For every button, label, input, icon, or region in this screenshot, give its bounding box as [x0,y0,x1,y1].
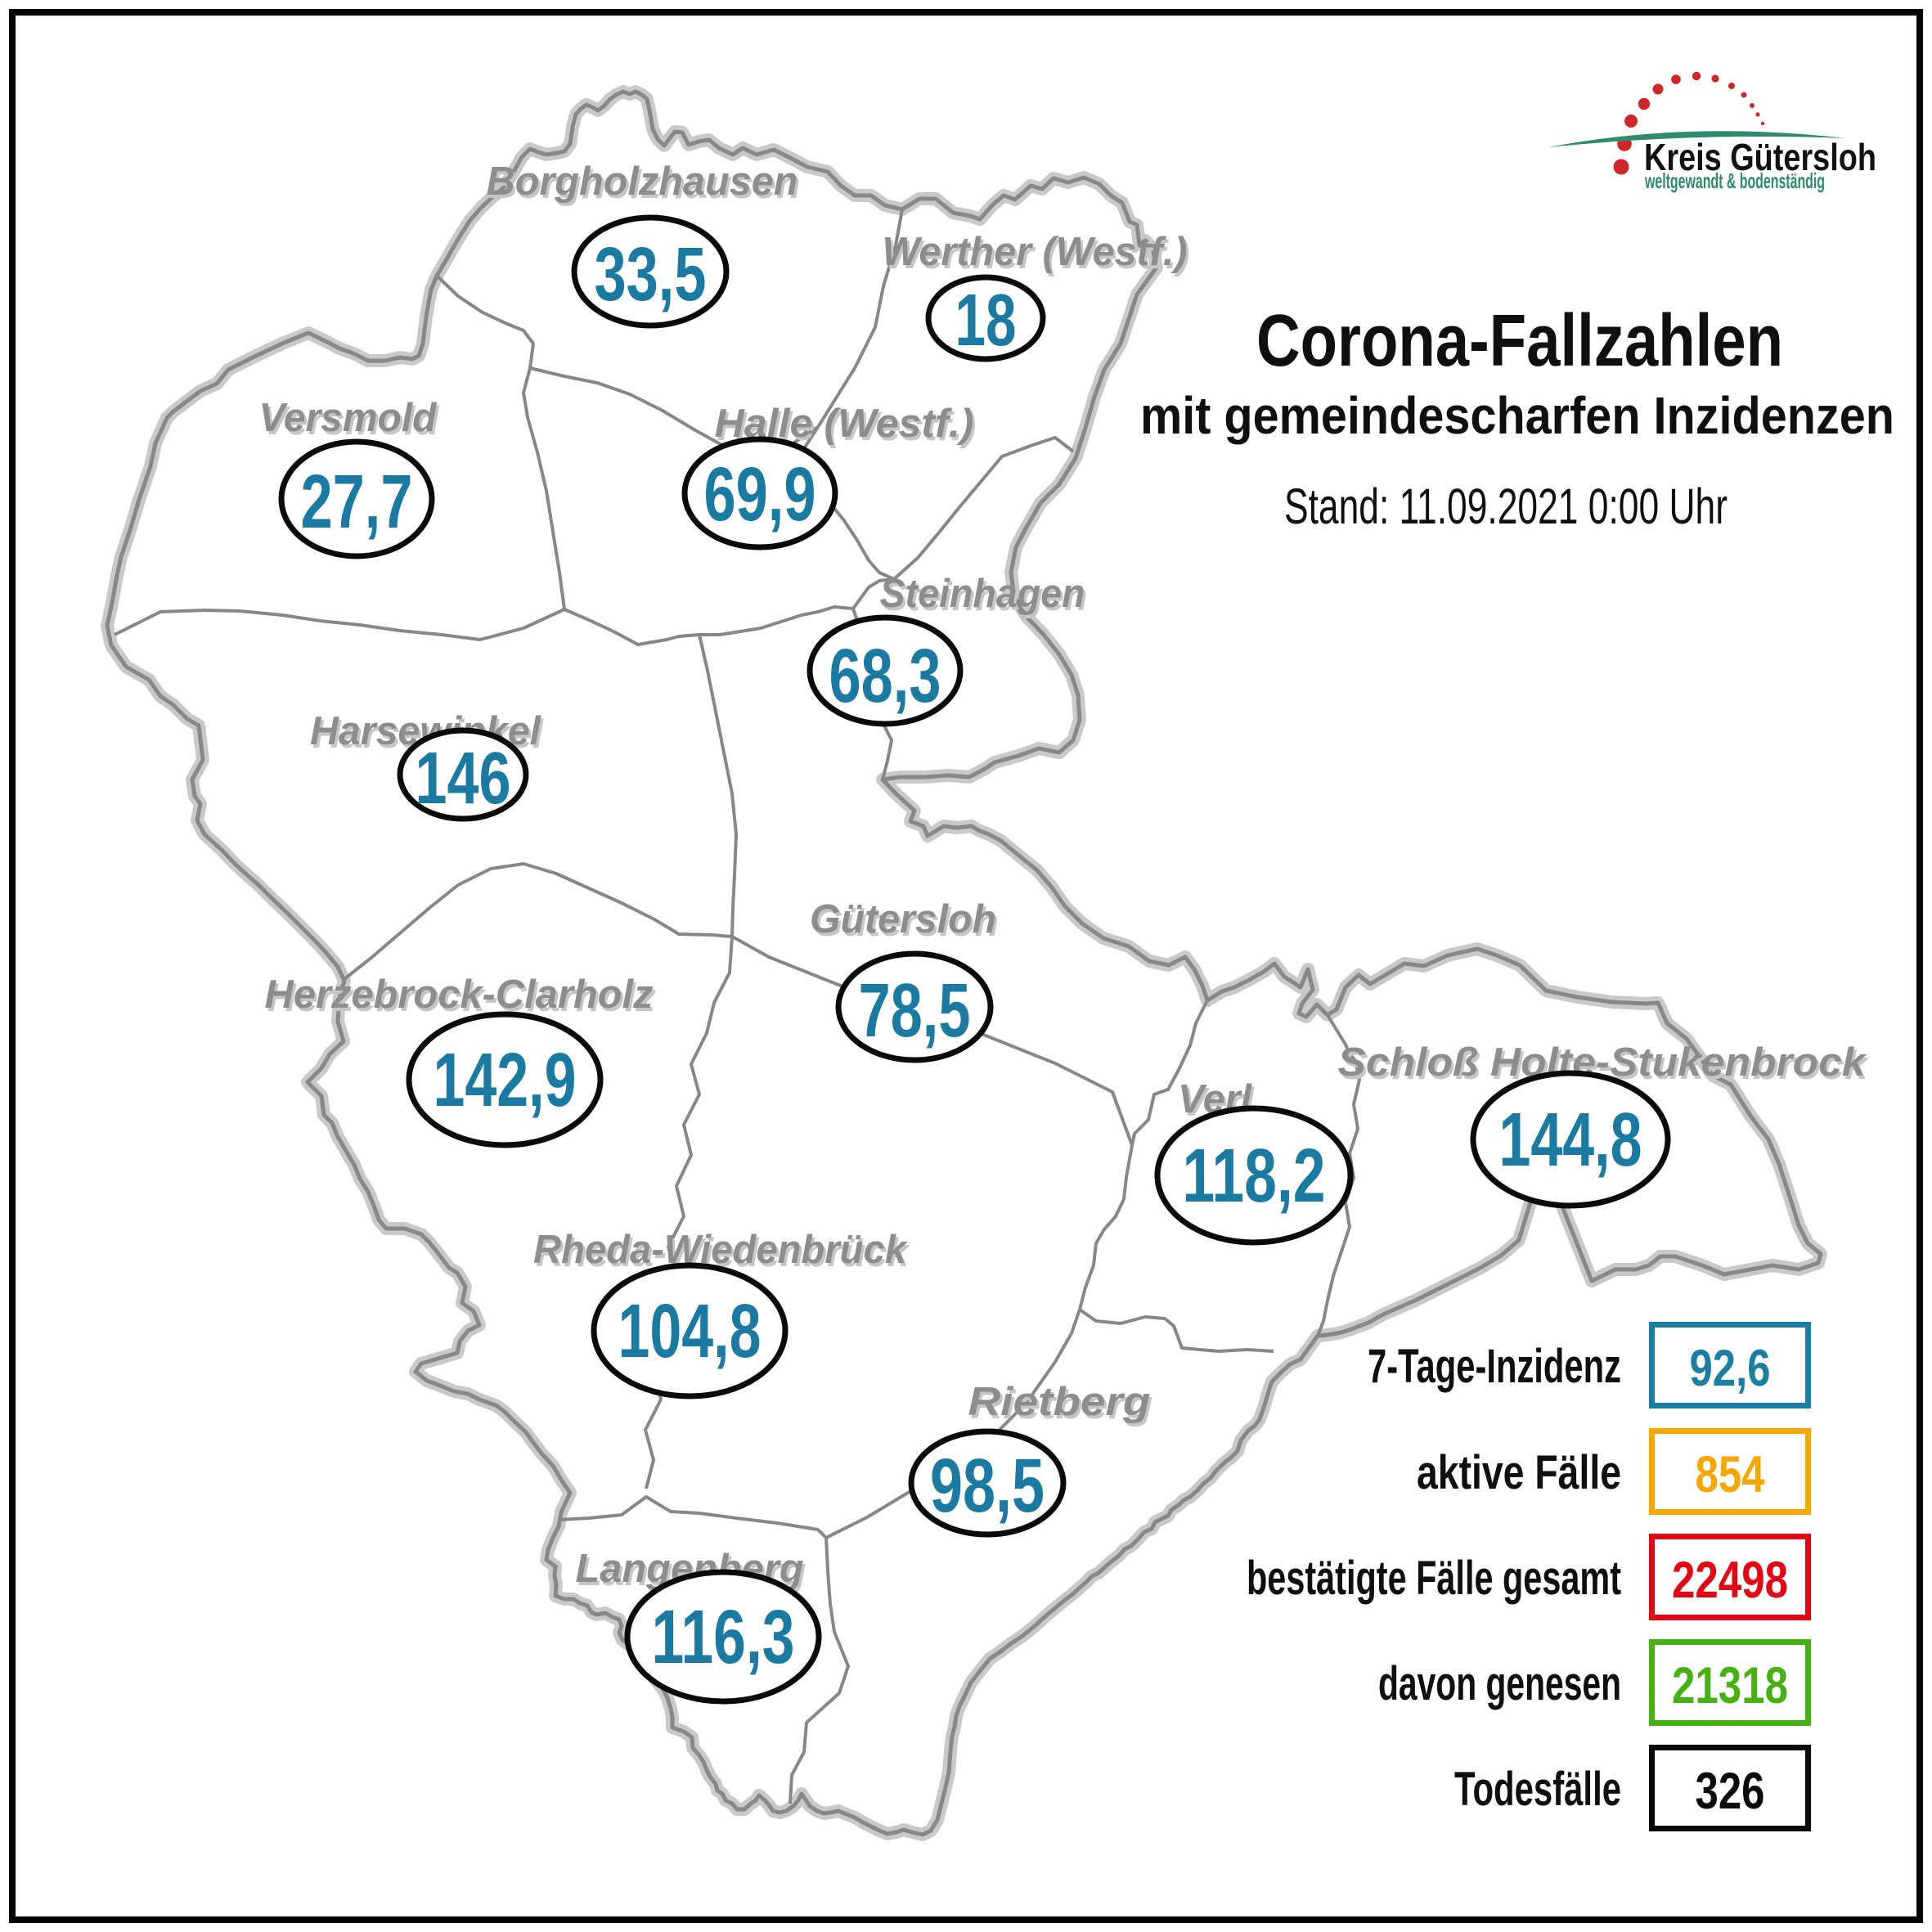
svg-text:326: 326 [1696,1763,1765,1820]
svg-text:21318: 21318 [1672,1657,1788,1714]
svg-text:142,9: 142,9 [434,1037,577,1122]
svg-text:bestätigte Fälle gesamt: bestätigte Fälle gesamt [1247,1552,1621,1605]
svg-text:Rietberg: Rietberg [968,1380,1151,1424]
svg-text:Stand: 11.09.2021 0:00 Uhr: Stand: 11.09.2021 0:00 Uhr [1284,479,1728,534]
svg-text:18: 18 [955,280,1017,362]
svg-text:aktive Fälle: aktive Fälle [1417,1446,1621,1499]
svg-text:22498: 22498 [1672,1552,1788,1609]
svg-text:116,3: 116,3 [652,1594,795,1679]
svg-text:Versmold: Versmold [259,396,438,440]
svg-text:weltgewandt & bodenständig: weltgewandt & bodenständig [1644,168,1825,193]
svg-text:92,6: 92,6 [1690,1340,1771,1397]
svg-text:Todesfälle: Todesfälle [1454,1763,1621,1816]
svg-text:68,3: 68,3 [829,633,941,718]
svg-text:144,8: 144,8 [1499,1097,1642,1182]
svg-text:Werther (Westf.): Werther (Westf.) [883,230,1188,274]
svg-text:Borgholzhausen: Borgholzhausen [489,163,801,207]
svg-text:Werther (Westf.): Werther (Westf.) [885,233,1190,277]
svg-text:Steinhagen: Steinhagen [880,572,1085,616]
svg-text:Rietberg: Rietberg [971,1383,1153,1427]
svg-text:104,8: 104,8 [618,1288,762,1373]
svg-text:Borgholzhausen: Borgholzhausen [487,160,798,204]
svg-text:Gütersloh: Gütersloh [810,897,996,941]
svg-text:Rheda-Wiedenbrück: Rheda-Wiedenbrück [533,1228,909,1272]
svg-text:Corona-Fallzahlen: Corona-Fallzahlen [1256,300,1783,382]
svg-text:Gütersloh: Gütersloh [812,901,999,945]
svg-text:27,7: 27,7 [301,459,413,544]
svg-text:Versmold: Versmold [262,399,440,443]
svg-text:118,2: 118,2 [1183,1133,1326,1218]
svg-text:146: 146 [416,738,511,820]
svg-text:69,9: 69,9 [704,452,816,537]
svg-text:Kreis Gütersloh: Kreis Gütersloh [1644,136,1876,178]
svg-text:854: 854 [1696,1446,1765,1503]
svg-text:33,5: 33,5 [595,231,707,317]
svg-text:98,5: 98,5 [930,1443,1045,1528]
svg-text:Herzebrock-Clarholz: Herzebrock-Clarholz [267,976,656,1020]
svg-text:davon genesen: davon genesen [1378,1657,1621,1710]
svg-text:Steinhagen: Steinhagen [883,575,1088,619]
svg-text:Herzebrock-Clarholz: Herzebrock-Clarholz [265,973,654,1017]
svg-text:mit gemeindescharfen Inzidenze: mit gemeindescharfen Inzidenzen [1140,386,1894,445]
svg-text:78,5: 78,5 [859,968,971,1053]
svg-text:7-Tage-Inzidenz: 7-Tage-Inzidenz [1368,1340,1621,1393]
